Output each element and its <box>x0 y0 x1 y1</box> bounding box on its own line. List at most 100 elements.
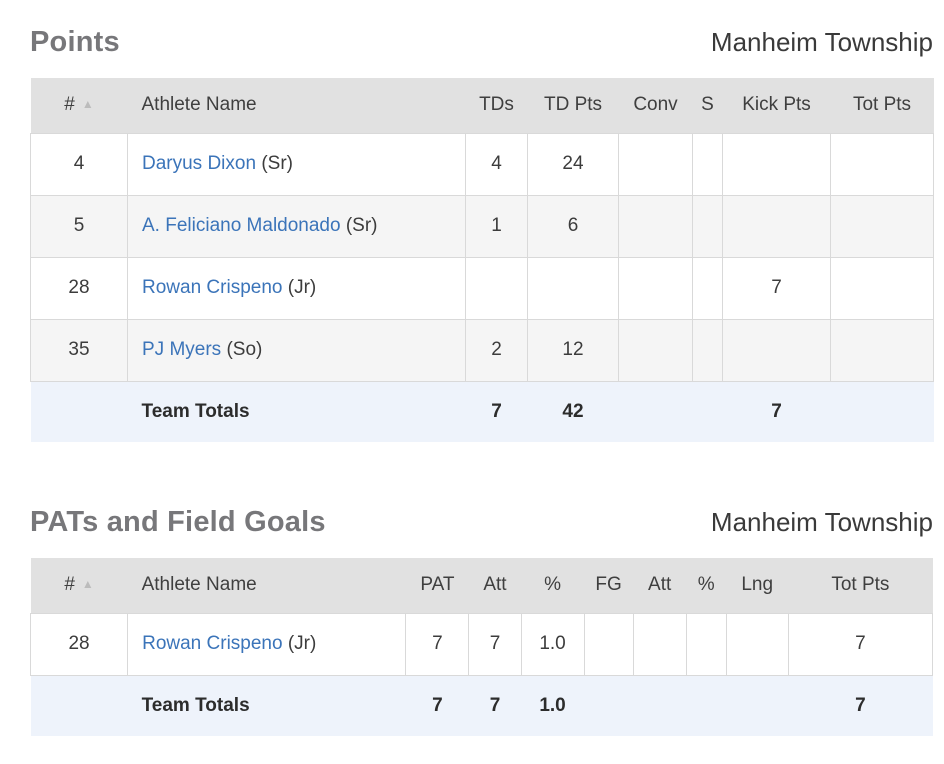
stat-cell <box>583 612 634 676</box>
stat-cell <box>722 318 831 382</box>
column-header-col[interactable]: % <box>521 558 585 613</box>
totals-stat-cell: 42 <box>527 381 619 442</box>
totals-stat-cell: 7 <box>788 675 933 736</box>
sort-asc-icon: ▲ <box>81 577 94 592</box>
column-header-athlete-name[interactable]: Athlete Name <box>127 78 466 133</box>
team-totals-row: Team Totals 7 42 7 <box>30 381 934 442</box>
totals-stat-cell: 7 <box>722 381 831 442</box>
stat-cell <box>618 194 693 258</box>
column-header-s[interactable]: S <box>692 78 723 133</box>
totals-stat-cell: 7 <box>468 675 521 736</box>
pats-field-goals-section: PATs and Field Goals Manheim Township # ▲… <box>29 506 934 736</box>
pats-field-goals-title: PATs and Field Goals <box>30 506 326 538</box>
pats-field-goals-section-header: PATs and Field Goals Manheim Township <box>30 506 933 539</box>
class-year-label: (Sr) <box>340 215 378 236</box>
column-header-tot-pts[interactable]: Tot Pts <box>830 78 934 133</box>
stat-cell: 7 <box>787 612 934 676</box>
section-divider-space <box>30 442 933 506</box>
jersey-number-cell: 35 <box>30 318 128 382</box>
header-row: # ▲ Athlete Name TDs TD Pts Conv S Kick Pts Tot … <box>30 78 934 133</box>
totals-stat-cell <box>584 675 634 736</box>
team-name: Manheim Township <box>710 507 933 537</box>
stat-cell <box>692 318 723 382</box>
table-row: 28 Rowan Crispeno (Jr) 7 <box>30 256 934 320</box>
totals-empty-cell <box>30 675 128 736</box>
stat-cell <box>722 194 831 258</box>
athlete-name-cell: Daryus Dixon (Sr) <box>127 132 466 196</box>
athlete-link[interactable]: Rowan Crispeno <box>142 277 283 298</box>
column-header-att[interactable]: Att <box>468 558 521 613</box>
column-header-att[interactable]: Att <box>633 558 687 613</box>
stat-cell <box>725 612 789 676</box>
column-header-tot-pts[interactable]: Tot Pts <box>788 558 933 613</box>
stat-cell: 7 <box>468 612 522 676</box>
stat-cell <box>722 132 831 196</box>
stat-cell <box>632 612 687 676</box>
stat-cell <box>692 194 723 258</box>
column-header-td-pts[interactable]: TD Pts <box>527 78 619 133</box>
jersey-number-cell: 5 <box>30 194 128 258</box>
jersey-number-cell: 28 <box>30 256 128 320</box>
jersey-number-cell: 28 <box>29 612 129 676</box>
stat-cell: 2 <box>465 318 528 382</box>
stat-cell <box>830 194 934 258</box>
totals-stat-cell <box>618 381 693 442</box>
class-year-label: (Jr) <box>282 277 317 298</box>
stat-cell: 24 <box>527 132 619 196</box>
totals-stat-cell: 7 <box>405 675 469 736</box>
points-section-header: Points Manheim Township <box>30 26 933 59</box>
stat-cell <box>618 318 693 382</box>
stat-cell: 4 <box>465 132 528 196</box>
points-title: Points <box>30 26 120 58</box>
athlete-link[interactable]: Rowan Crispeno <box>142 633 283 654</box>
stat-cell: 12 <box>527 318 619 382</box>
totals-stat-cell <box>830 381 934 442</box>
table-row: 28 Rowan Crispeno (Jr) 7 7 1.0 7 <box>29 612 934 676</box>
pats-and-field-goals-table: # ▲ Athlete Name PAT Att% FG Att% Lng Tot Pts 28 R… <box>29 558 934 736</box>
sort-asc-icon: ▲ <box>81 97 94 112</box>
column-header-athlete-name[interactable]: Athlete Name <box>127 558 406 613</box>
stat-cell <box>830 256 934 320</box>
column-header-tds[interactable]: TDs <box>465 78 528 133</box>
athlete-link[interactable]: A. Feliciano Maldonado <box>142 215 341 236</box>
team-totals-label: Team Totals <box>127 675 406 736</box>
totals-empty-cell <box>30 381 128 442</box>
totals-stat-cell <box>686 675 727 736</box>
points-section: Points Manheim Township # ▲ Athlete Name TD… <box>30 26 934 442</box>
stat-cell: 7 <box>405 612 470 676</box>
team-totals-row: Team Totals 7 7 1.0 7 <box>30 675 933 736</box>
totals-stat-cell: 7 <box>465 381 528 442</box>
class-year-label: (Jr) <box>282 633 317 654</box>
class-year-label: (Sr) <box>256 153 293 174</box>
athlete-link[interactable]: Daryus Dixon <box>142 153 257 174</box>
points-table: # ▲ Athlete Name TDs TD Pts Conv S Kick Pts Tot … <box>30 78 934 442</box>
athlete-name-cell: A. Feliciano Maldonado (Sr) <box>127 194 466 258</box>
athlete-name-cell: Rowan Crispeno (Jr) <box>127 612 407 676</box>
stat-cell: 1.0 <box>520 612 585 676</box>
column-header-conv[interactable]: Conv <box>618 78 693 133</box>
column-header-lng[interactable]: Lng <box>726 558 789 613</box>
stat-cell <box>465 256 528 320</box>
totals-stat-cell: 1.0 <box>521 675 585 736</box>
header-row: # ▲ Athlete Name PAT Att% FG Att% Lng Tot Pts <box>30 558 933 613</box>
stat-cell <box>692 132 723 196</box>
stat-cell: 7 <box>722 256 831 320</box>
athlete-link[interactable]: PJ Myers <box>142 339 222 360</box>
stat-cell: 1 <box>465 194 528 258</box>
column-header-kick-pts[interactable]: Kick Pts <box>722 78 831 133</box>
athlete-name-cell: Rowan Crispeno (Jr) <box>127 256 466 320</box>
column-header-fg[interactable]: FG <box>584 558 634 613</box>
column-header-pat[interactable]: PAT <box>405 558 469 613</box>
column-header-col[interactable]: % <box>686 558 727 613</box>
column-header-col[interactable]: # ▲ <box>30 558 128 613</box>
stat-cell <box>618 256 693 320</box>
table-row: 5 A. Feliciano Maldonado (Sr) 1 6 <box>30 194 934 258</box>
totals-stat-cell <box>633 675 687 736</box>
stat-cell <box>830 318 934 382</box>
stat-cell <box>692 256 723 320</box>
stat-cell <box>618 132 693 196</box>
column-header-col[interactable]: # ▲ <box>30 78 128 133</box>
athlete-name-cell: PJ Myers (So) <box>127 318 466 382</box>
team-name: Manheim Township <box>710 27 933 57</box>
